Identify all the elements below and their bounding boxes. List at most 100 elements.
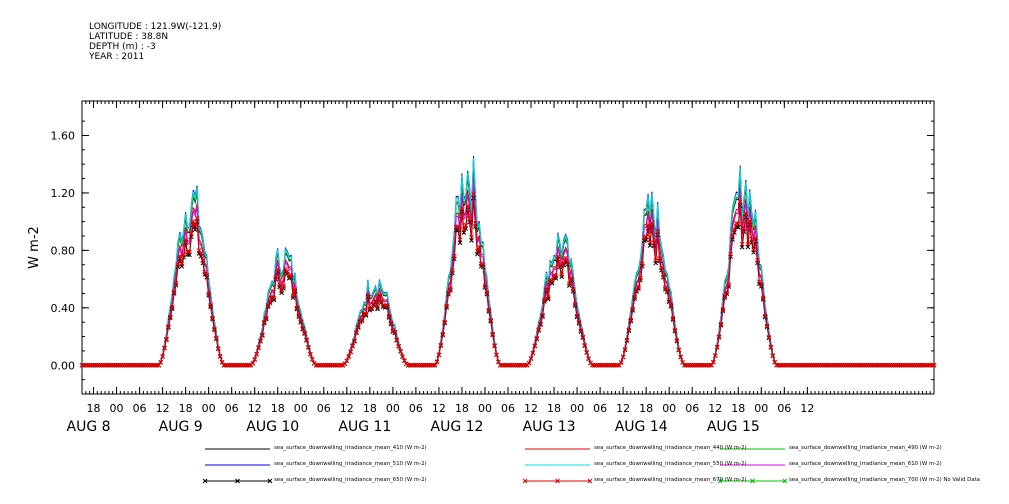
series-marker [400,354,405,359]
series-marker [532,343,538,348]
series-marker [801,362,806,368]
series-marker [639,261,645,267]
series-marker [444,303,449,309]
series-marker [258,338,263,344]
series-marker [887,362,893,368]
series-marker [687,362,693,368]
series-marker [417,362,423,368]
series-marker [171,289,177,294]
series-marker [645,222,651,228]
series-marker [141,362,146,368]
series-marker [785,362,791,368]
series-marker [344,358,350,364]
series-marker [473,220,478,226]
series-marker [371,301,377,307]
series-marker [522,362,528,368]
series-marker [780,362,785,368]
depth-label: DEPTH (m) : -3 [89,42,156,52]
x-hour-tick-label: 18 [179,402,193,415]
series-marker [557,262,563,267]
series-marker [513,362,519,368]
series-marker [735,224,741,230]
series-marker [407,362,413,368]
series-marker [392,329,398,335]
series-marker [544,286,549,292]
series-marker [920,362,925,368]
series-marker [908,362,914,368]
series-marker [724,289,730,295]
x-hour-tick-label: 18 [547,402,561,415]
x-day-label: AUG 14 [615,419,668,435]
series-marker [710,359,716,365]
x-hour-tick-label: 00 [662,402,676,415]
series-marker [187,249,192,255]
series-marker [580,334,586,340]
series-marker [847,362,852,368]
x-hour-tick-label: 18 [639,402,653,415]
legend-swatch-marker [750,478,755,484]
series-marker [697,362,703,368]
series-marker [931,362,937,368]
series-marker [363,311,369,317]
series-marker [803,362,808,368]
series-marker [741,225,747,231]
series-marker [795,362,801,368]
series-marker [835,362,841,368]
series-marker [889,362,895,368]
series-marker [714,344,720,350]
series-marker [626,327,632,333]
series-marker [430,362,436,368]
x-day-label: AUG 15 [707,419,760,435]
series-line-2 [82,162,934,366]
series-marker [189,231,194,236]
series-line-7 [82,193,934,366]
series-marker [703,362,709,368]
series-marker [396,343,401,349]
series-marker [922,362,927,368]
x-hour-tick-label: 12 [156,402,170,415]
series-marker [91,362,96,368]
series-marker [118,362,123,368]
series-marker [496,359,501,365]
series-marker [772,359,778,365]
series-marker [542,297,547,303]
series-marker [657,256,662,261]
series-marker [914,362,920,368]
series-marker [519,362,524,368]
series-marker [804,362,810,368]
series-line-5 [82,181,934,366]
series-marker [624,337,630,343]
series-marker [814,362,820,368]
series-marker [196,248,202,253]
series-marker [210,315,215,321]
series-marker [841,362,847,368]
series-marker [791,362,797,368]
series-marker [304,337,309,343]
series-marker [845,362,851,368]
series-marker [929,362,935,368]
series-marker [474,249,480,254]
series-marker [434,359,440,365]
x-hour-tick-label: 06 [225,402,239,415]
x-hour-tick-label: 06 [685,402,699,415]
series-marker [307,351,313,357]
series-marker [816,362,822,368]
series-marker [720,307,726,312]
x-hour-tick-label: 12 [248,402,262,415]
series-marker [225,362,231,368]
series-marker [306,344,311,350]
series-marker [173,280,179,286]
series-marker [634,287,639,293]
series-marker [235,362,240,368]
series-marker [148,362,154,368]
y-tick-label: 1.60 [51,129,76,142]
series-marker [160,353,165,359]
series-marker [442,319,448,325]
series-marker [313,362,319,368]
series-marker [106,362,112,368]
series-marker [910,362,916,368]
series-marker [826,362,831,368]
series-marker [534,335,540,341]
series-marker [179,261,185,267]
series-marker [139,362,144,368]
